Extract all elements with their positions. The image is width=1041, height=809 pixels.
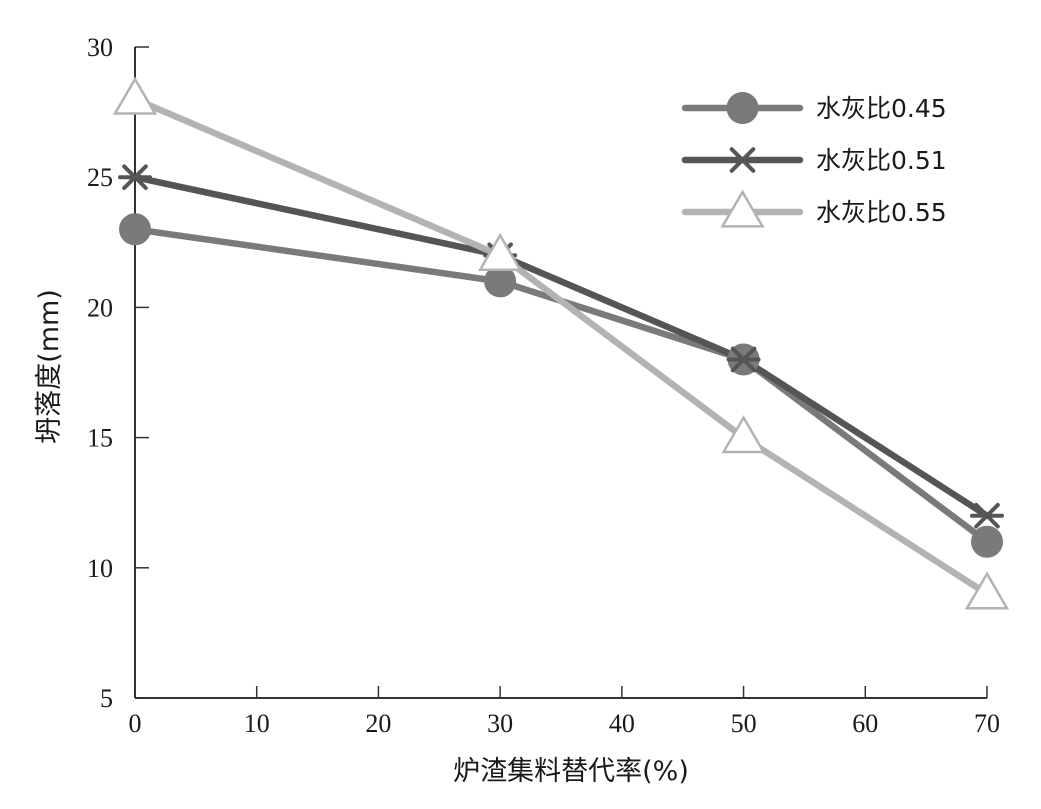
x-tick-label: 40 xyxy=(609,709,635,738)
data-point-s2-1 xyxy=(118,164,152,190)
x-tick-label: 0 xyxy=(129,709,142,738)
x-axis-title: 炉渣集料替代率(%) xyxy=(453,756,689,787)
legend: 水灰比0.45 水灰比0.51 水灰比0.55 xyxy=(681,92,947,228)
data-point-s1-4 xyxy=(971,525,1003,558)
x-tick-label: 60 xyxy=(852,709,878,738)
data-point-s2-3 xyxy=(726,346,761,373)
x-tick-label: 30 xyxy=(487,709,513,738)
legend-marker-1 xyxy=(726,92,759,124)
series-line-1 xyxy=(131,226,991,546)
legend-marker-2 xyxy=(725,147,760,173)
y-axis-title: 坍落度(mm) xyxy=(34,289,65,444)
legend-label-3: 水灰比0.55 xyxy=(816,198,947,227)
x-tick-label: 50 xyxy=(731,709,757,738)
legend-label-1: 水灰比0.45 xyxy=(816,94,947,123)
y-tick-label: 30 xyxy=(87,33,113,62)
legend-marker-3 xyxy=(720,189,765,228)
series-line-2 xyxy=(131,173,991,519)
legend-label-2: 水灰比0.51 xyxy=(816,146,947,175)
data-point-s3-3 xyxy=(721,415,766,454)
ticks: 5 10 15 20 25 30 0 10 20 30 40 50 60 70 xyxy=(87,33,1000,738)
axes xyxy=(134,47,987,699)
y-tick-label: 20 xyxy=(87,293,113,322)
x-tick-label: 10 xyxy=(244,709,270,738)
data-point-s1-1 xyxy=(119,213,151,246)
y-tick-label: 5 xyxy=(100,684,113,713)
x-tick-label: 70 xyxy=(974,709,1000,738)
y-tick-label: 25 xyxy=(87,163,113,192)
series-lines xyxy=(131,95,991,598)
data-point-s3-1 xyxy=(112,76,158,115)
series-markers xyxy=(112,76,1010,610)
data-point-s3-4 xyxy=(964,571,1010,610)
series-line-3 xyxy=(131,95,991,598)
data-point-s3-2 xyxy=(477,232,523,271)
y-tick-label: 15 xyxy=(87,424,113,453)
data-point-s2-4 xyxy=(970,502,1004,529)
y-tick-label: 10 xyxy=(87,554,113,583)
x-tick-label: 20 xyxy=(365,709,391,738)
